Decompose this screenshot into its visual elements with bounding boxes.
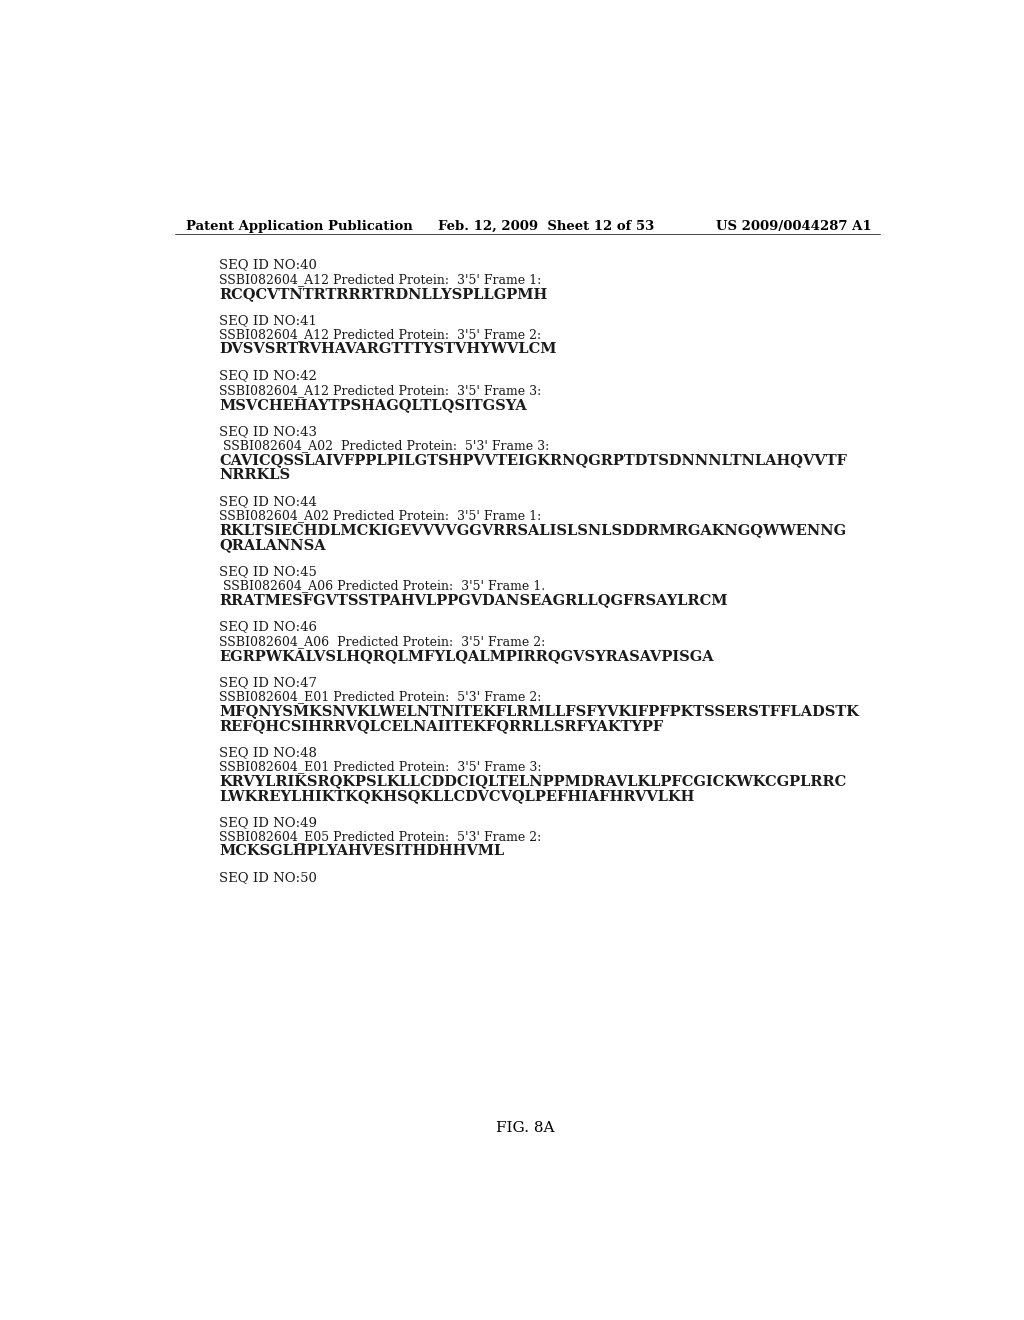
Text: MCKSGLHPLYAHVESITHDHHVML: MCKSGLHPLYAHVESITHDHHVML [219, 845, 505, 858]
Text: US 2009/0044287 A1: US 2009/0044287 A1 [717, 219, 872, 232]
Text: SEQ ID NO:44: SEQ ID NO:44 [219, 495, 317, 508]
Text: SEQ ID NO:47: SEQ ID NO:47 [219, 676, 317, 689]
Text: SEQ ID NO:42: SEQ ID NO:42 [219, 370, 317, 383]
Text: SSBI082604_A12 Predicted Protein:  3'5' Frame 1:: SSBI082604_A12 Predicted Protein: 3'5' F… [219, 273, 542, 286]
Text: REFQHCSIHRRVQLCELNAIITEKFQRRLLSRFYAKTYPF: REFQHCSIHRRVQLCELNAIITEKFQRRLLSRFYAKTYPF [219, 719, 664, 733]
Text: SEQ ID NO:45: SEQ ID NO:45 [219, 565, 317, 578]
Text: SEQ ID NO:46: SEQ ID NO:46 [219, 620, 317, 634]
Text: SEQ ID NO:40: SEQ ID NO:40 [219, 259, 317, 272]
Text: EGRPWKALVSLHQRQLMFYLQALMPIRRQGVSYRASAVPISGA: EGRPWKALVSLHQRQLMFYLQALMPIRRQGVSYRASAVPI… [219, 649, 714, 663]
Text: SSBI082604_A02  Predicted Protein:  5'3' Frame 3:: SSBI082604_A02 Predicted Protein: 5'3' F… [219, 440, 550, 453]
Text: SEQ ID NO:50: SEQ ID NO:50 [219, 871, 317, 884]
Text: SSBI082604_E01 Predicted Protein:  3'5' Frame 3:: SSBI082604_E01 Predicted Protein: 3'5' F… [219, 760, 542, 774]
Text: SEQ ID NO:43: SEQ ID NO:43 [219, 425, 317, 438]
Text: SSBI082604_A06  Predicted Protein:  3'5' Frame 2:: SSBI082604_A06 Predicted Protein: 3'5' F… [219, 635, 546, 648]
Text: SSBI082604_A02 Predicted Protein:  3'5' Frame 1:: SSBI082604_A02 Predicted Protein: 3'5' F… [219, 510, 542, 523]
Text: SEQ ID NO:48: SEQ ID NO:48 [219, 746, 317, 759]
Text: Feb. 12, 2009  Sheet 12 of 53: Feb. 12, 2009 Sheet 12 of 53 [438, 219, 654, 232]
Text: RKLTSIECHDLMCKIGEVVVVGGVRRSALISLSNLSDDRMRGAKNGQWWENNG: RKLTSIECHDLMCKIGEVVVVGGVRRSALISLSNLSDDRM… [219, 524, 847, 537]
Text: CAVICQSSLAIVFPPLPILGTSHPVVTEIGKRNQGRPTDTSDNNNLTNLAHQVVTF: CAVICQSSLAIVFPPLPILGTSHPVVTEIGKRNQGRPTDT… [219, 453, 848, 467]
Text: RRATMESFGVTSSTPAHVLPPGVDANSEAGRLLQGFRSAYLRCM: RRATMESFGVTSSTPAHVLPPGVDANSEAGRLLQGFRSAY… [219, 594, 728, 607]
Text: FIG. 8A: FIG. 8A [496, 1121, 554, 1135]
Text: DVSVSRTRVHAVARGTTTYSTVHYWVLCM: DVSVSRTRVHAVARGTTTYSTVHYWVLCM [219, 342, 557, 356]
Text: SEQ ID NO:49: SEQ ID NO:49 [219, 816, 317, 829]
Text: SSBI082604_E01 Predicted Protein:  5'3' Frame 2:: SSBI082604_E01 Predicted Protein: 5'3' F… [219, 690, 542, 704]
Text: KRVYLRIKSRQKPSLKLLCDDCIQLTELNPPMDRAVLKLPFCGICKWKCGPLRRC: KRVYLRIKSRQKPSLKLLCDDCIQLTELNPPMDRAVLKLP… [219, 775, 847, 788]
Text: MSVCHEHAYTPSHAGQLTLQSITGSYA: MSVCHEHAYTPSHAGQLTLQSITGSYA [219, 397, 527, 412]
Text: LWKREYLHIKTKQKHSQKLLCDVCVQLPEFHIAFHRVVLKH: LWKREYLHIKTKQKHSQKLLCDVCVQLPEFHIAFHRVVLK… [219, 789, 695, 803]
Text: SSBI082604_E05 Predicted Protein:  5'3' Frame 2:: SSBI082604_E05 Predicted Protein: 5'3' F… [219, 830, 542, 843]
Text: MFQNYSMKSNVKLWELNTNITEKFLRMLLFSFYVKIFPFPKTSSERSTFFLADSTK: MFQNYSMKSNVKLWELNTNITEKFLRMLLFSFYVKIFPFP… [219, 705, 859, 718]
Text: SEQ ID NO:41: SEQ ID NO:41 [219, 314, 317, 327]
Text: QRALANNSA: QRALANNSA [219, 539, 326, 552]
Text: SSBI082604_A06 Predicted Protein:  3'5' Frame 1.: SSBI082604_A06 Predicted Protein: 3'5' F… [219, 579, 546, 593]
Text: Patent Application Publication: Patent Application Publication [186, 219, 413, 232]
Text: RCQCVTNTRTRRRTRDNLLYSPLLGPMH: RCQCVTNTRTRRRTRDNLLYSPLLGPMH [219, 286, 548, 301]
Text: SSBI082604_A12 Predicted Protein:  3'5' Frame 2:: SSBI082604_A12 Predicted Protein: 3'5' F… [219, 329, 542, 342]
Text: NRRKLS: NRRKLS [219, 469, 291, 482]
Text: SSBI082604_A12 Predicted Protein:  3'5' Frame 3:: SSBI082604_A12 Predicted Protein: 3'5' F… [219, 384, 542, 397]
